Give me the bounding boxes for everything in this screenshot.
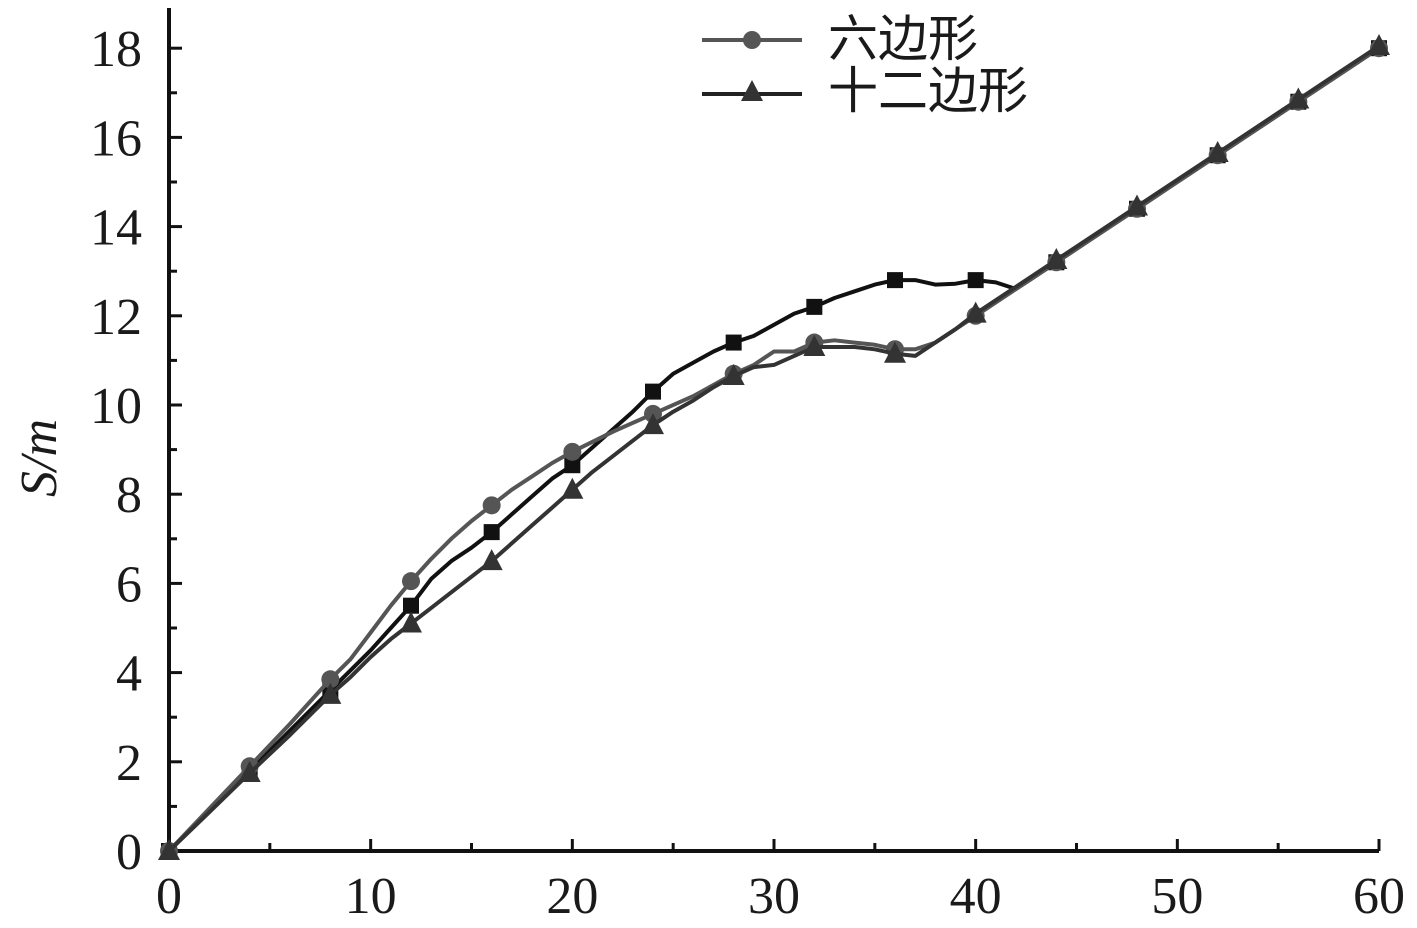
data-point-triangle: [803, 335, 826, 357]
axes: 0 10 20 30 40 50 60 0 2 4 6 8 10 12 14 16 18: [90, 8, 1405, 925]
y-tick-label-18: 18: [90, 21, 142, 78]
y-tick-label-16: 16: [90, 110, 142, 167]
data-point-triangle: [1206, 141, 1229, 163]
data-point-triangle: [642, 413, 664, 435]
data-point-square: [645, 383, 661, 400]
data-point-circle: [482, 496, 501, 515]
data-point-triangle: [1368, 33, 1390, 55]
data-point-circle: [563, 442, 582, 461]
y-tick-label-8: 8: [116, 467, 142, 524]
series-layer: [158, 33, 1390, 860]
y-tick-label-0: 0: [116, 824, 142, 881]
data-point-triangle: [964, 301, 987, 323]
x-tick-label-40: 40: [950, 868, 1002, 925]
data-point-triangle: [400, 611, 422, 633]
y-tick-label-6: 6: [116, 556, 142, 613]
data-point-square: [887, 272, 903, 289]
x-tick-label-0: 0: [156, 868, 182, 925]
x-tick-label-10: 10: [345, 868, 397, 925]
data-point-triangle: [1287, 87, 1310, 109]
x-tick-label-60: 60: [1353, 868, 1405, 925]
y-tick-label-2: 2: [116, 735, 142, 792]
x-tick-label-20: 20: [546, 868, 598, 925]
data-point-square: [806, 298, 823, 315]
data-point-triangle: [480, 549, 503, 571]
data-point-triangle: [238, 760, 261, 782]
legend-marker-hexagon: [743, 31, 761, 49]
data-point-square: [403, 597, 419, 614]
y-axis-title: S/m: [11, 419, 68, 497]
data-point-square: [483, 524, 500, 541]
y-tick-label-4: 4: [116, 646, 142, 703]
data-point-square: [725, 334, 742, 351]
x-tick-label-30: 30: [748, 868, 800, 925]
data-point-triangle: [158, 839, 180, 860]
data-point-square: [967, 272, 984, 289]
data-point-triangle: [319, 682, 342, 704]
data-point-triangle: [1126, 194, 1148, 216]
dodecagon-series: [158, 33, 1390, 860]
legend-marker-dodecagon: [741, 80, 763, 101]
x-tick-label-50: 50: [1151, 868, 1203, 925]
y-tick-label-14: 14: [90, 200, 142, 257]
dodecagon-series-line: [167, 44, 1381, 853]
data-point-triangle: [722, 364, 745, 386]
data-point-triangle: [884, 341, 906, 363]
legend-label-hexagon: 六边形: [828, 10, 978, 68]
data-point-circle: [321, 670, 340, 689]
legend: 六边形 十二边形: [702, 10, 1028, 120]
data-point-triangle: [561, 477, 584, 499]
legend-label-dodecagon: 十二边形: [828, 62, 1028, 120]
y-tick-label-12: 12: [90, 289, 142, 346]
data-point-triangle: [1045, 248, 1068, 270]
y-tick-label-10: 10: [90, 378, 142, 435]
data-point-square: [564, 457, 581, 474]
data-point-circle: [402, 572, 420, 591]
